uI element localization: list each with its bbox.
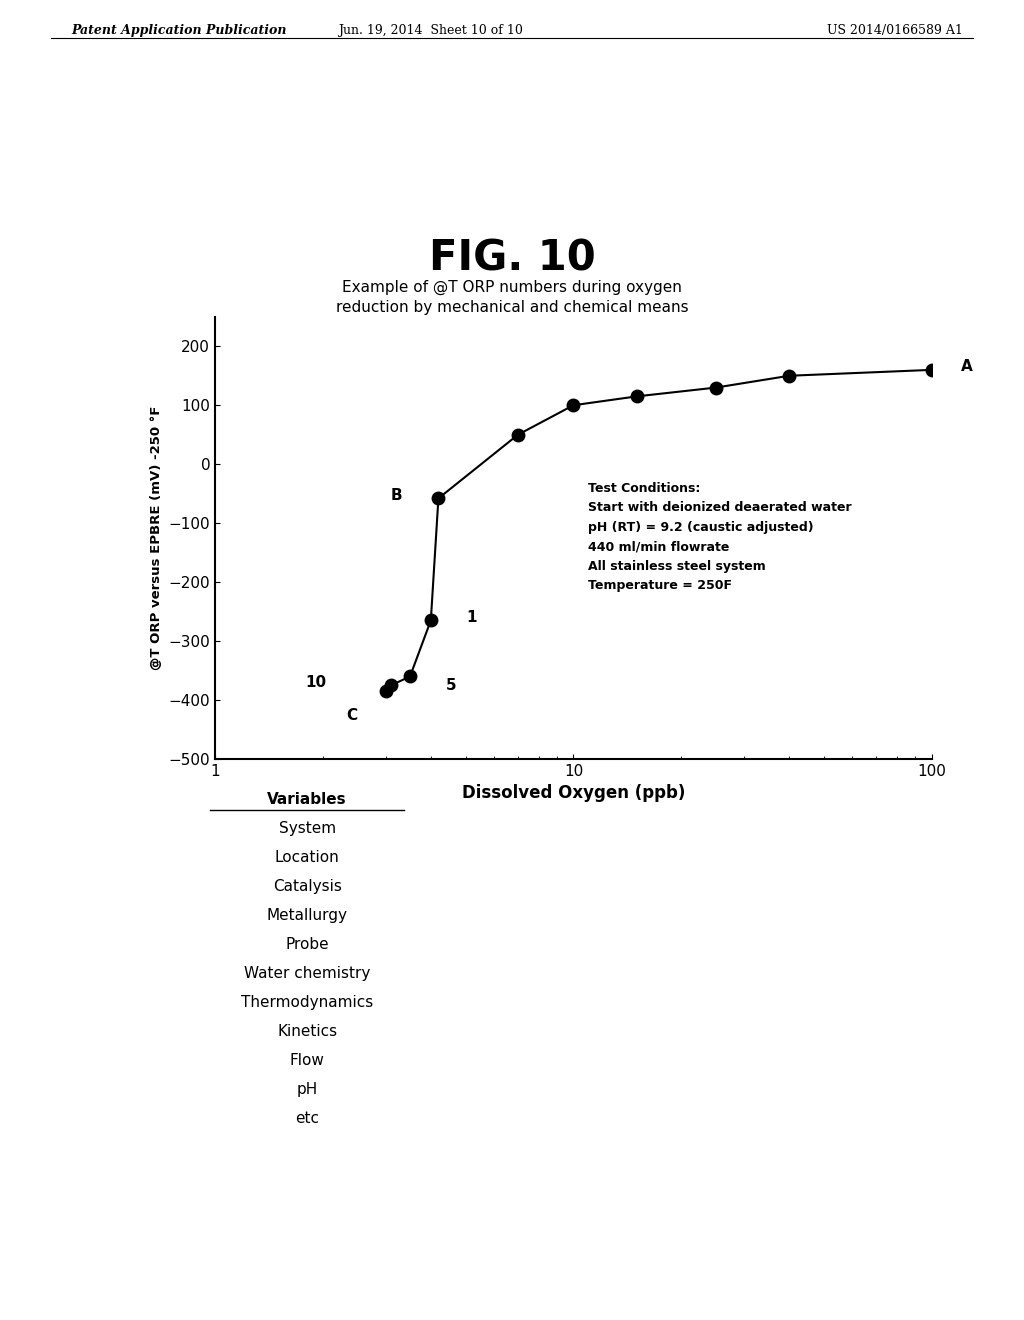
Text: Metallurgy: Metallurgy <box>266 908 348 923</box>
Text: Thermodynamics: Thermodynamics <box>241 995 374 1010</box>
Text: System: System <box>279 821 336 836</box>
Text: Patent Application Publication: Patent Application Publication <box>72 24 287 37</box>
Text: 1: 1 <box>467 610 477 624</box>
Text: Location: Location <box>274 850 340 865</box>
Text: Variables: Variables <box>267 792 347 807</box>
Text: pH: pH <box>297 1082 317 1097</box>
Text: Test Conditions:
Start with deionized deaerated water
pH (RT) = 9.2 (caustic adj: Test Conditions: Start with deionized de… <box>588 482 852 593</box>
Text: Example of @T ORP numbers during oxygen: Example of @T ORP numbers during oxygen <box>342 280 682 296</box>
Text: A: A <box>961 359 972 375</box>
Text: B: B <box>391 488 402 503</box>
Text: 5: 5 <box>445 677 457 693</box>
Text: reduction by mechanical and chemical means: reduction by mechanical and chemical mea… <box>336 300 688 314</box>
Text: Catalysis: Catalysis <box>272 879 342 894</box>
Y-axis label: @T ORP versus EPBRE (mV) -250 °F: @T ORP versus EPBRE (mV) -250 °F <box>150 405 163 671</box>
Text: FIG. 10: FIG. 10 <box>429 238 595 280</box>
Text: Jun. 19, 2014  Sheet 10 of 10: Jun. 19, 2014 Sheet 10 of 10 <box>338 24 522 37</box>
Text: US 2014/0166589 A1: US 2014/0166589 A1 <box>826 24 963 37</box>
Text: Probe: Probe <box>286 937 329 952</box>
Text: etc: etc <box>295 1111 319 1126</box>
X-axis label: Dissolved Oxygen (ppb): Dissolved Oxygen (ppb) <box>462 784 685 803</box>
Text: 10: 10 <box>305 675 327 690</box>
Text: C: C <box>346 708 357 723</box>
Text: Water chemistry: Water chemistry <box>244 966 371 981</box>
Text: Flow: Flow <box>290 1053 325 1068</box>
Text: Kinetics: Kinetics <box>278 1024 337 1039</box>
